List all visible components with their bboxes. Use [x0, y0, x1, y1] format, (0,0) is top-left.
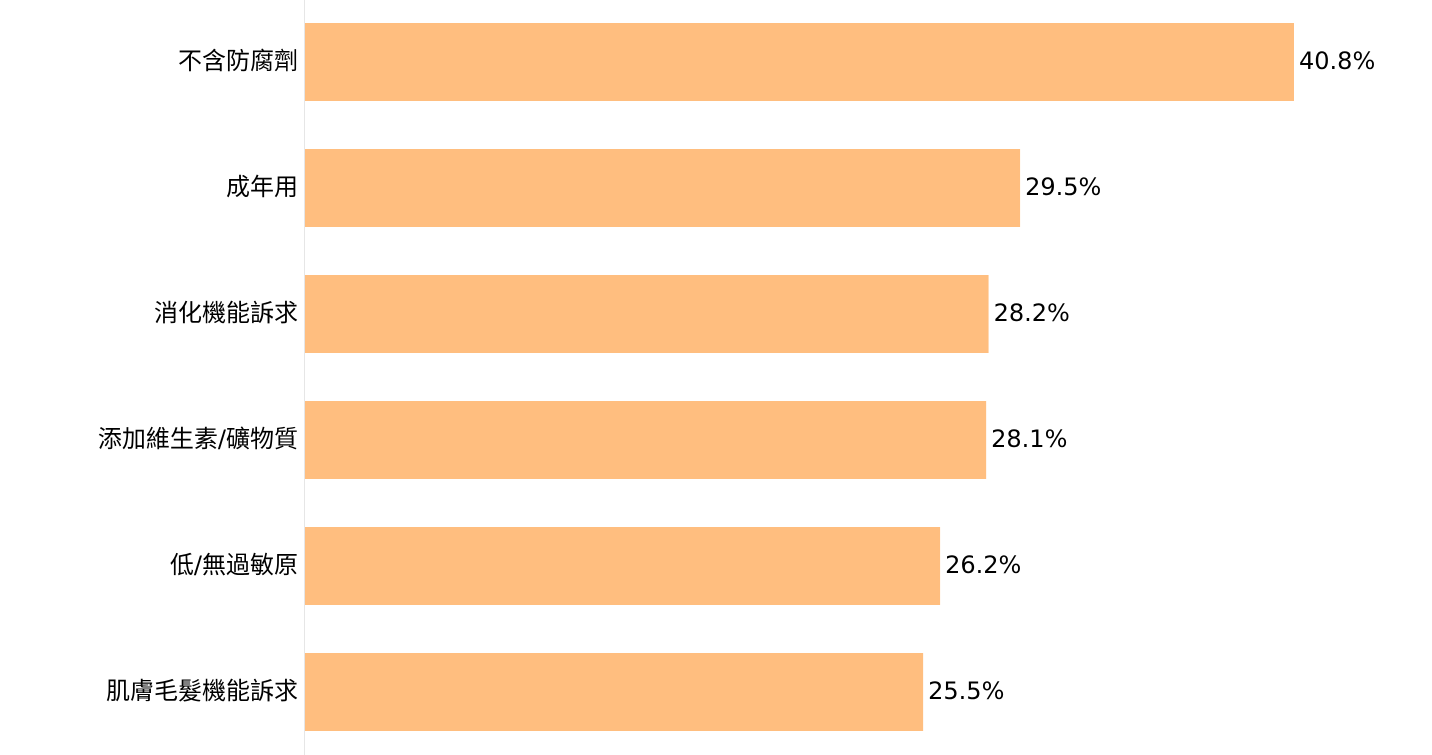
value-label: 26.2%	[945, 551, 1021, 579]
bar	[305, 527, 941, 605]
category-label: 成年用	[226, 173, 298, 201]
category-label: 肌膚毛髮機能訴求	[106, 677, 298, 705]
category-label: 消化機能訴求	[154, 299, 298, 327]
bar	[305, 149, 1021, 227]
bar	[305, 653, 924, 731]
category-label: 不含防腐劑	[178, 47, 298, 75]
bar	[305, 275, 989, 353]
value-label: 28.2%	[994, 299, 1070, 327]
value-label: 25.5%	[928, 677, 1004, 705]
category-label: 添加維生素/礦物質	[98, 425, 298, 453]
bar	[305, 23, 1294, 101]
value-label: 40.8%	[1299, 47, 1375, 75]
value-label: 28.1%	[991, 425, 1067, 453]
bar	[305, 401, 987, 479]
category-label: 低/無過敏原	[170, 551, 298, 579]
value-label: 29.5%	[1025, 173, 1101, 201]
